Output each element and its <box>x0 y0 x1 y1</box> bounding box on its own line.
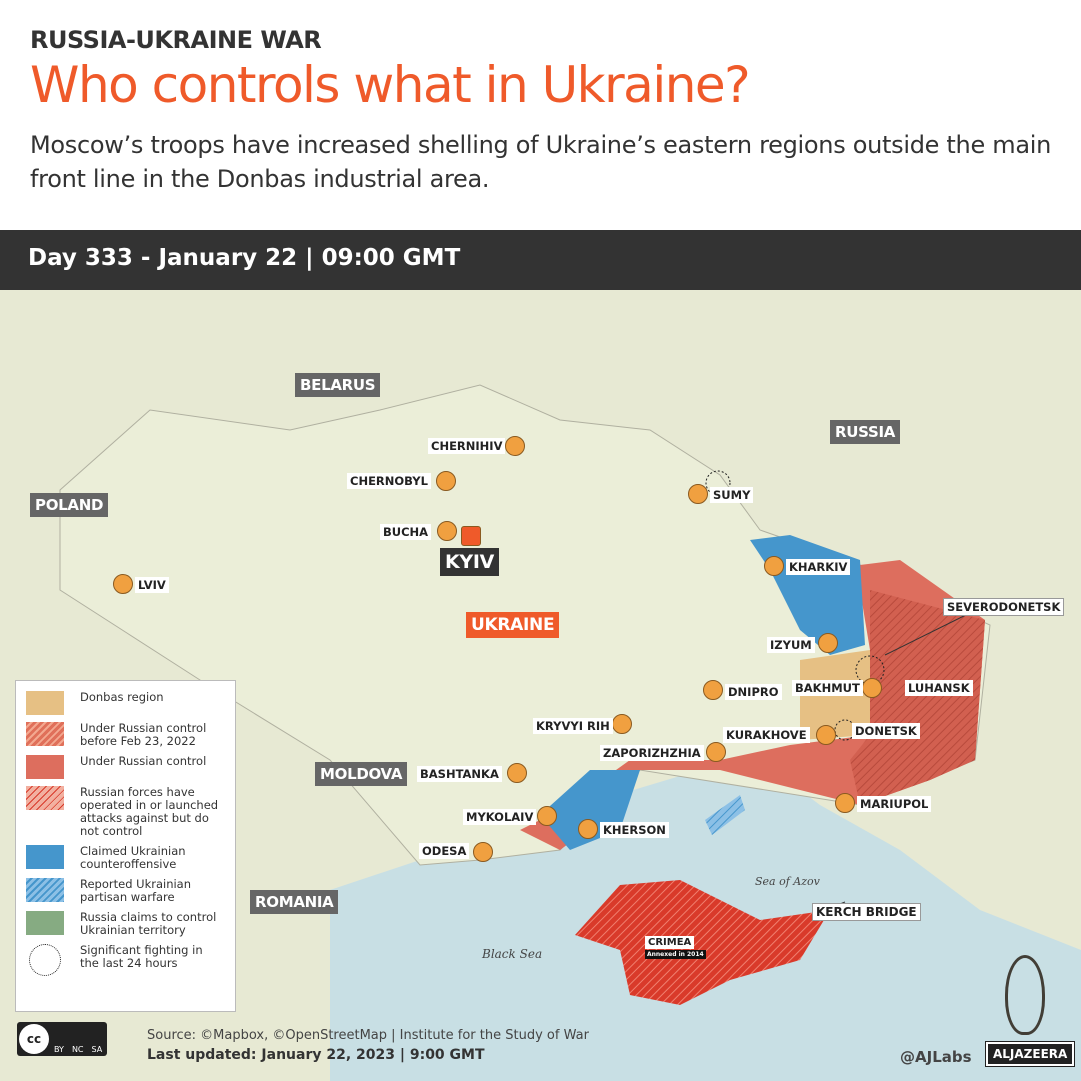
label-black-sea: Black Sea <box>482 947 543 961</box>
city-dot <box>436 471 456 491</box>
city-dot <box>473 842 493 862</box>
city-dot <box>818 633 838 653</box>
city-dot <box>703 680 723 700</box>
legend-swatch <box>26 722 64 746</box>
legend-item: Significant fighting in the last 24 hour… <box>26 944 225 976</box>
legend-item: Reported Ukrainian partisan warfare <box>26 878 225 904</box>
city-bucha: BUCHA <box>380 524 432 540</box>
legend-label: Russian forces have operated in or launc… <box>80 785 219 838</box>
license-nc: NC <box>71 1045 84 1054</box>
source-text: Source: ©Mapbox, ©OpenStreetMap | Instit… <box>147 1028 589 1043</box>
label-kyiv: KYIV <box>440 548 500 576</box>
legend-item: Russian forces have operated in or launc… <box>26 786 225 838</box>
city-dot <box>764 556 784 576</box>
city-dot <box>437 521 457 541</box>
city-zaporizhzhia: ZAPORIZHZHIA <box>600 745 704 761</box>
label-crimea: CRIMEA <box>645 936 695 949</box>
legend-item: Under Russian control <box>26 755 225 779</box>
city-severodonetsk: SEVERODONETSK <box>943 598 1065 616</box>
legend-swatch <box>26 845 64 869</box>
legend-swatch <box>26 911 64 935</box>
city-odesa: ODESA <box>419 843 470 859</box>
legend-swatch <box>26 786 64 810</box>
legend-label: Reported Ukrainian partisan warfare <box>80 877 192 904</box>
city-dot <box>706 742 726 762</box>
dotted-circle-icon <box>29 944 61 976</box>
subtitle: Moscow’s troops have increased shelling … <box>30 131 1052 193</box>
city-dot <box>862 678 882 698</box>
license-sa: SA <box>91 1045 103 1054</box>
legend-label: Under Russian control before Feb 23, 202… <box>80 721 207 748</box>
cc-icon: cc <box>19 1024 49 1054</box>
map: BELARUS RUSSIA POLAND MOLDOVA ROMANIA UK… <box>0 290 1081 1081</box>
legend-label: Significant fighting in the last 24 hour… <box>80 943 203 970</box>
label-russia: RUSSIA <box>830 420 901 444</box>
crimea <box>575 880 830 1005</box>
city-kharkiv: KHARKIV <box>786 559 851 575</box>
city-chernobyl: CHERNOBYL <box>347 473 431 489</box>
ajlabs-handle: @AJLabs <box>900 1048 972 1066</box>
last-updated: Last updated: January 22, 2023 | 9:00 GM… <box>147 1047 485 1063</box>
label-kerch-bridge: KERCH BRIDGE <box>812 903 921 921</box>
legend-swatch <box>26 755 64 779</box>
city-dot <box>816 725 836 745</box>
city-sumy: SUMY <box>710 487 754 503</box>
label-sea-of-azov: Sea of Azov <box>755 875 820 888</box>
license-by: BY <box>54 1045 64 1054</box>
city-dnipro: DNIPRO <box>725 684 782 700</box>
partisan-warfare-area <box>705 795 745 835</box>
cc-license-badge: cc BY NC SA <box>17 1022 108 1056</box>
pre-2022-russian-control <box>850 590 985 805</box>
legend-item: Russia claims to control Ukrainian terri… <box>26 911 225 937</box>
aljazeera-wordmark: ALJAZEERA <box>984 1041 1076 1067</box>
legend-label: Donbas region <box>80 690 164 704</box>
label-belarus: BELARUS <box>295 373 381 397</box>
label-crimea-note: Annexed in 2014 <box>645 950 706 959</box>
city-kurakhove: KURAKHOVE <box>723 727 810 743</box>
legend-item: Donbas region <box>26 691 225 715</box>
city-dot <box>505 436 525 456</box>
legend-label: Claimed Ukrainian counteroffensive <box>80 844 186 871</box>
city-chernihiv: CHERNIHIV <box>428 438 506 454</box>
legend-label: Under Russian control <box>80 754 207 768</box>
city-dot <box>612 714 632 734</box>
city-mykolaiv: MYKOLAIV <box>463 809 537 825</box>
city-dot <box>835 793 855 813</box>
kyiv-capital-icon <box>461 526 481 546</box>
city-dot <box>113 574 133 594</box>
legend-swatch <box>26 878 64 902</box>
kicker: RUSSIA-UKRAINE WAR <box>30 26 322 54</box>
legend-swatch <box>26 691 64 715</box>
page-title: Who controls what in Ukraine? <box>30 56 751 114</box>
legend-label: Russia claims to control Ukrainian terri… <box>80 910 217 937</box>
label-poland: POLAND <box>30 493 109 517</box>
city-kherson: KHERSON <box>600 822 669 838</box>
legend: Donbas region Under Russian control befo… <box>15 680 236 1012</box>
legend-item: Under Russian control before Feb 23, 202… <box>26 722 225 748</box>
city-izyum: IZYUM <box>767 637 815 653</box>
label-romania: ROMANIA <box>250 890 339 914</box>
city-bashtanka: BASHTANKA <box>417 766 502 782</box>
city-donetsk: DONETSK <box>852 723 920 739</box>
date-bar: Day 333 - January 22 | 09:00 GMT <box>0 230 1081 290</box>
city-dot <box>537 806 557 826</box>
label-moldova: MOLDOVA <box>315 762 408 786</box>
city-dot <box>507 763 527 783</box>
city-mariupol: MARIUPOL <box>857 796 932 812</box>
city-luhansk: LUHANSK <box>905 680 973 696</box>
fighting-circle <box>705 470 731 496</box>
label-ukraine: UKRAINE <box>466 612 560 638</box>
legend-item: Claimed Ukrainian counteroffensive <box>26 845 225 871</box>
city-dot <box>578 819 598 839</box>
city-kryvyi-rih: KRYVYI RIH <box>533 718 613 734</box>
city-bakhmut: BAKHMUT <box>792 680 863 696</box>
city-lviv: LVIV <box>135 577 169 593</box>
aljazeera-logo-icon <box>1005 955 1045 1035</box>
city-dot <box>688 484 708 504</box>
